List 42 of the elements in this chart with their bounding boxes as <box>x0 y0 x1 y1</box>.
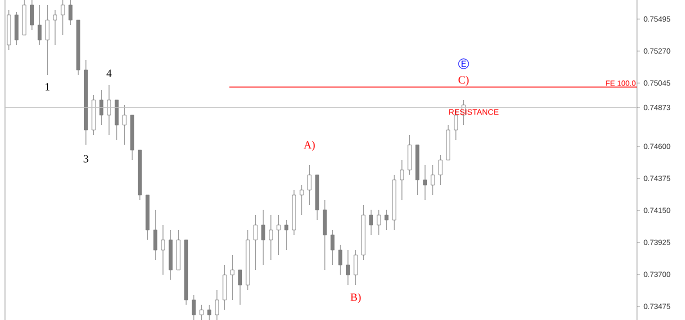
candlestick <box>300 184 304 216</box>
candlestick <box>276 214 281 256</box>
annotation: 3 <box>84 155 88 162</box>
candlestick <box>423 164 427 200</box>
candlestick <box>215 290 219 320</box>
candlestick <box>207 304 212 320</box>
candlestick <box>284 220 288 250</box>
candlestick <box>268 214 273 260</box>
candlestick <box>254 214 258 270</box>
candlestick <box>430 164 435 196</box>
candlestick <box>60 0 65 36</box>
candlestick <box>369 210 374 236</box>
annotation: C) <box>458 76 469 86</box>
candlestick <box>53 10 58 46</box>
candlestick <box>384 210 388 230</box>
candlestick <box>107 84 111 136</box>
candlestick <box>438 154 442 186</box>
annotation: E <box>462 60 466 67</box>
candlestick <box>307 164 312 206</box>
candlestick <box>354 250 358 286</box>
candlestick <box>45 4 50 76</box>
candlestick <box>376 210 381 236</box>
annotation: 4 <box>106 70 112 77</box>
candlestick <box>261 210 266 266</box>
candlestick <box>30 0 34 30</box>
candlestick <box>68 0 72 26</box>
candlestick <box>346 250 350 286</box>
candlestick <box>122 104 126 146</box>
candlestick <box>230 254 234 300</box>
candlestick <box>153 210 158 260</box>
annotation: B) <box>350 293 361 304</box>
candlestick <box>400 160 404 200</box>
candlestick <box>330 230 335 266</box>
candlestick <box>161 224 165 276</box>
candlestick <box>192 294 196 320</box>
candlestick <box>338 244 342 276</box>
candlestick <box>238 270 242 306</box>
annotation: A) <box>304 140 315 151</box>
annotation: 1 <box>46 83 50 90</box>
candlestick <box>200 304 204 320</box>
candlestick <box>99 90 104 126</box>
candlestick <box>38 4 42 46</box>
